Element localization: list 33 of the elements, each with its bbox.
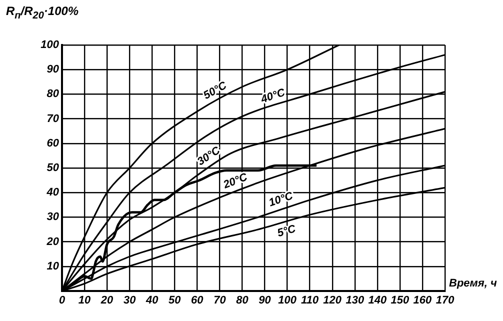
x-tick-label: 90 <box>258 294 272 307</box>
text: 5°C <box>276 222 298 240</box>
y-tick-label: 80 <box>46 88 60 100</box>
x-tick-label: 40 <box>144 294 160 307</box>
y-tick-label: 70 <box>46 112 60 125</box>
x-tick-label: 20 <box>100 294 114 307</box>
x-tick-label: 70 <box>214 294 227 307</box>
x-tick-label: 130 <box>346 294 365 307</box>
y-tick-label: 100 <box>40 39 60 52</box>
x-tick-label: 160 <box>413 294 433 307</box>
y-axis-title: R$_{п}$/R$_{20}$·100% <box>6 4 79 22</box>
x-tick-label: 100 <box>278 294 298 307</box>
text: 20°C <box>220 170 250 192</box>
y-tick-label: 60 <box>46 137 60 150</box>
y-tick-label: 10 <box>46 260 60 272</box>
x-tick-label: 0 <box>58 294 66 307</box>
x-tick-label: 150 <box>390 294 410 307</box>
y-tick-label: 40 <box>46 186 60 199</box>
x-tick-label: 80 <box>236 294 250 307</box>
y-tick-label: 50 <box>46 162 60 174</box>
x-tick-label: 60 <box>191 294 204 307</box>
y-tick-label: 20 <box>46 236 60 248</box>
y-tick-label: 30 <box>46 211 60 224</box>
x-tick-label: 140 <box>368 294 388 307</box>
x-tick-label: 120 <box>323 294 342 307</box>
y-tick-label: 90 <box>46 64 60 76</box>
text: 30°C <box>195 144 224 168</box>
x-tick-label: 110 <box>301 294 320 307</box>
x-tick-label: 30 <box>123 294 137 307</box>
x-tick-label: 50 <box>168 294 182 307</box>
x-axis-title: Время, ч <box>449 278 498 290</box>
x-tick-label: 10 <box>78 294 92 307</box>
x-tick-label: 170 <box>436 294 456 307</box>
